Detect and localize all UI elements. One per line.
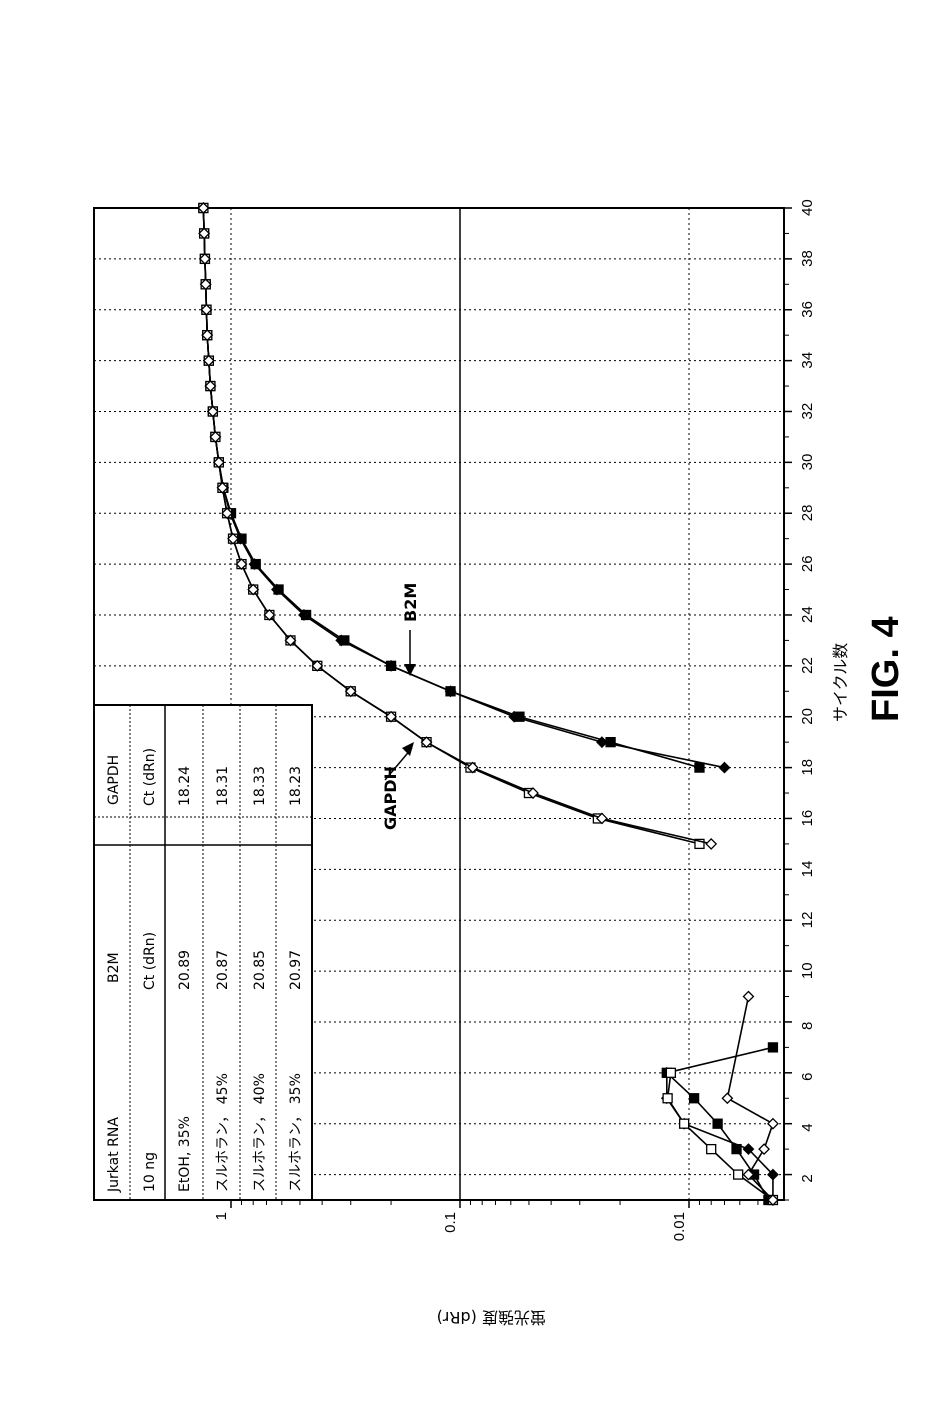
b2m-label: B2M <box>401 583 420 622</box>
x-tick-label: 40 <box>799 199 816 216</box>
legend-table-cell: 18.31 <box>215 766 231 806</box>
y-axis-title: 蛍光強度 (dRr) <box>437 1308 546 1327</box>
x-tick-label: 8 <box>799 1022 816 1030</box>
legend-table-cell: 18.33 <box>252 766 268 806</box>
x-tick-label: 16 <box>799 810 816 827</box>
legend-table-cell: スルホラン， 45% <box>215 1073 231 1192</box>
legend-table-cell: 18.23 <box>288 766 304 806</box>
x-tick-label: 24 <box>799 606 816 623</box>
x-tick-label: 36 <box>799 301 816 318</box>
x-tick-label: 4 <box>799 1123 816 1131</box>
x-tick-label: 26 <box>799 555 816 572</box>
legend-table-cell: B2M <box>106 952 122 983</box>
x-tick-label: 34 <box>799 352 816 369</box>
y-tick-label: 0.01 <box>671 1212 688 1241</box>
x-tick-label: 6 <box>799 1072 816 1080</box>
x-tick-label: 32 <box>799 403 816 420</box>
amplification-chart: 24681012141618202224262830323436384010.1… <box>0 0 933 1406</box>
legend-table-cell: EtOH, 35% <box>177 1116 193 1192</box>
x-tick-label: 22 <box>799 657 816 674</box>
legend-table-cell: 20.89 <box>177 950 193 990</box>
legend-table-cell: Ct (dRn) <box>142 748 158 806</box>
gapdh-label: GAPDH <box>381 766 400 830</box>
x-tick-label: 14 <box>799 861 816 878</box>
x-axis-title: サイクル数 <box>831 643 850 722</box>
y-tick-label: 1 <box>213 1212 230 1220</box>
legend-table-cell: 20.87 <box>215 950 231 990</box>
figure-label: FIG. 4 <box>865 616 907 722</box>
legend-table-cell: Jurkat RNA <box>106 1117 122 1193</box>
x-tick-label: 12 <box>799 912 816 929</box>
legend-table-cell: 10 ng <box>142 1152 158 1192</box>
x-tick-label: 10 <box>799 962 816 979</box>
legend-table-cell: GAPDH <box>106 755 122 805</box>
legend-table-cell: 18.24 <box>177 766 193 806</box>
x-tick-label: 30 <box>799 454 816 471</box>
legend-table-cell: Ct (dRn) <box>142 932 158 990</box>
x-tick-label: 2 <box>799 1174 816 1182</box>
x-tick-label: 28 <box>799 505 816 522</box>
y-tick-label: 0.1 <box>442 1212 459 1233</box>
legend-table-cell: スルホラン， 35% <box>288 1073 304 1192</box>
x-tick-label: 20 <box>799 708 816 725</box>
legend-table-cell: スルホラン， 40% <box>252 1073 268 1192</box>
legend-table: Jurkat RNA B2M GAPDH 10 ng Ct (dRn) Ct (dRn) E… <box>94 705 312 1200</box>
x-tick-label: 18 <box>799 759 816 776</box>
x-tick-label: 38 <box>799 250 816 267</box>
legend-table-cell: 20.97 <box>288 950 304 990</box>
legend-table-cell: 20.85 <box>252 950 268 990</box>
